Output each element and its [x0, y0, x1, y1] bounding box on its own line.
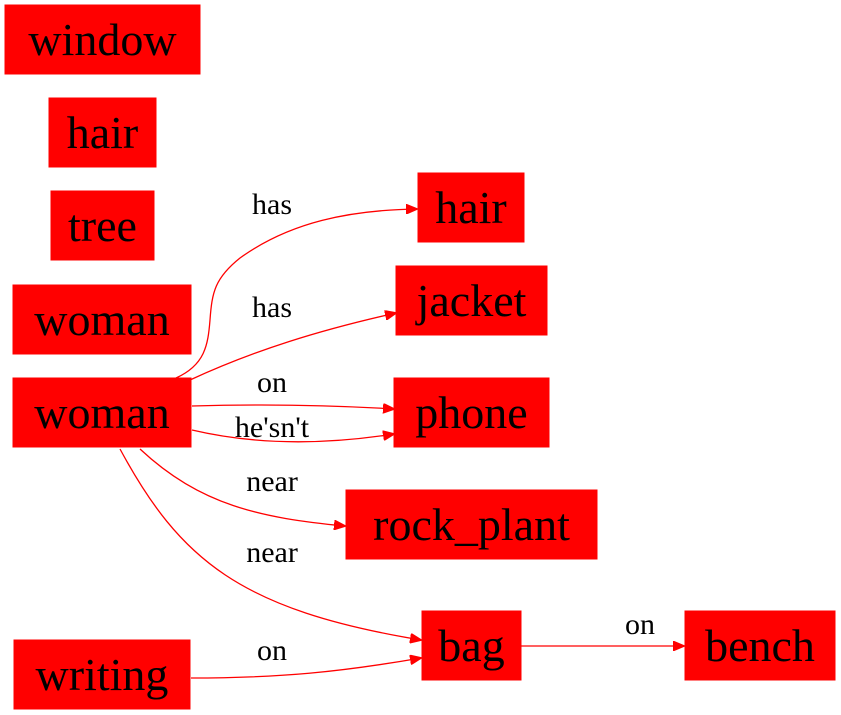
node-window[interactable]: window [4, 4, 201, 75]
node-jacket[interactable]: jacket [395, 265, 548, 336]
edge-labels: has has on he'sn't near near on on [235, 188, 655, 667]
edge-label-writing-on-bag: on [257, 634, 287, 667]
node-woman-main[interactable]: woman [12, 377, 192, 448]
node-hair-left[interactable]: hair [48, 97, 157, 168]
node-label: phone [415, 387, 527, 438]
node-label: woman [34, 387, 169, 438]
node-bag[interactable]: bag [421, 610, 522, 681]
node-label: hair [435, 182, 507, 233]
edges [119, 209, 684, 679]
edge-woman-has-jacket [189, 313, 396, 381]
edge-label-woman-hesnt-phone: he'sn't [235, 411, 310, 444]
node-label: tree [68, 200, 137, 251]
edge-label-woman-has-hair: has [252, 188, 292, 221]
node-label: rock_plant [373, 499, 570, 550]
node-phone[interactable]: phone [393, 377, 550, 448]
node-tree[interactable]: tree [50, 190, 155, 261]
edge-writing-on-bag [190, 658, 421, 679]
node-writing[interactable]: writing [13, 639, 191, 710]
edge-label-bag-on-bench: on [625, 608, 655, 641]
edge-woman-on-phone [191, 405, 394, 409]
edge-label-woman-near-rock-plant: near [246, 465, 298, 498]
edge-woman-near-bag [119, 448, 421, 640]
edge-woman-near-rock-plant [139, 448, 345, 526]
edge-label-woman-has-jacket: has [252, 291, 292, 324]
node-label: hair [67, 107, 139, 158]
edge-label-woman-on-phone: on [257, 366, 287, 399]
edge-label-woman-near-bag: near [246, 536, 298, 569]
nodes: window hair tree woman woman writing hai… [4, 4, 836, 710]
node-rock-plant[interactable]: rock_plant [345, 489, 598, 560]
node-hair-right[interactable]: hair [417, 172, 525, 243]
node-label: window [28, 14, 177, 65]
node-label: jacket [415, 275, 527, 326]
node-bench[interactable]: bench [684, 610, 836, 681]
node-woman-top[interactable]: woman [12, 284, 192, 355]
edge-woman-has-hair [175, 209, 417, 379]
node-label: writing [36, 649, 169, 700]
node-label: bag [438, 620, 504, 671]
node-label: bench [705, 620, 815, 671]
node-label: woman [34, 294, 169, 345]
edge-woman-hesnt-phone [191, 429, 394, 443]
